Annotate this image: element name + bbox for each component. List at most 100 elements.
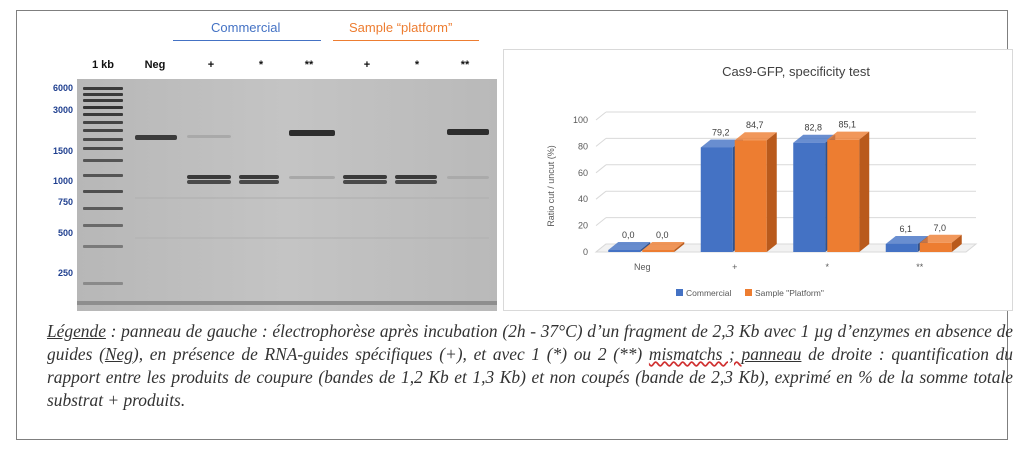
y-tick-label-2: 40 [578,194,588,204]
bar-top-1-2 [827,131,870,140]
bar-top-1-1 [734,132,777,141]
bar-0-1 [700,147,733,252]
gel-smear [135,197,489,199]
band-platform-star-1200 [395,180,437,184]
bar-side-1-0 [674,242,685,252]
gridline-depth-2 [595,190,607,200]
data-label-0-2: 82,8 [804,123,822,133]
figure-caption: Légende : panneau de gauche : électropho… [47,320,1013,412]
bar-top-0-0 [608,242,651,250]
caption-part1: : panneau de gauche : électrophorèse apr… [47,321,1013,364]
band-platform-star-1300 [395,175,437,179]
group-label-commercial: Commercial [211,20,281,35]
bar-top-1-0 [642,242,685,250]
bar-top-0-3 [885,235,928,244]
ladder-label-250: 250 [57,268,73,278]
band-commercial-dstar-faint [289,176,335,179]
bar-side-0-0 [640,242,651,252]
ladder-label-1000: 1000 [52,176,73,186]
lane-label-platform-plus: + [363,59,371,71]
ladder-lane [83,87,123,285]
gridline-depth-3 [595,164,607,174]
caption-panneau: panneau [741,344,802,364]
chart-panel: Cas9-GFP, specificity test 0 20 40 60 80 100 Ra… [503,49,1013,311]
band-commercial-dstar-uncut [289,130,335,136]
bar-0-2 [793,142,826,252]
bar-top-0-1 [700,139,743,148]
bar-side-1-2 [859,131,870,252]
bar-1-3 [919,242,952,252]
group-line-commercial [173,40,321,41]
band-commercial-plus-uncut [187,135,231,138]
x-tick-label-0: Neg [634,262,651,272]
caption-mismatch: mismatchs ; [648,344,742,364]
y-tick-label-3: 60 [578,168,588,178]
data-label-0-3: 6,1 [899,224,912,234]
band-commercial-plus-1200 [187,180,231,184]
group-line-platform [333,40,479,41]
y-tick-label-1: 20 [578,221,588,231]
x-tick-label-1: + [732,262,737,272]
lane-label-neg: Neg [144,59,166,71]
caption-part2: ), en présence de RNA-guides spécifiques… [132,344,649,364]
y-tick-label-0: 0 [583,247,588,257]
lane-label-platform-dstar: ** [460,59,470,71]
y-tick-label-5: 100 [573,115,588,125]
data-label-1-2: 85,1 [838,120,856,130]
bar-side-1-3 [951,234,962,252]
x-tick-label-3: ** [916,262,924,272]
band-commercial-star-1200 [239,180,279,184]
gel-headers: Commercial Sample “platform” 1 kb Neg + … [77,11,497,81]
bar-1-2 [827,139,860,252]
ladder-label-1500: 1500 [52,146,73,156]
ladder-label-3000: 3000 [52,105,73,115]
data-label-0-0: 0,0 [622,230,635,240]
legend-label-0: Commercial [686,288,731,298]
bar-0-0 [608,250,641,252]
gridline-depth-5 [595,111,607,121]
x-tick-label-2: * [825,262,829,272]
bar-chart: Cas9-GFP, specificity test 0 20 40 60 80 100 Ra… [546,64,978,298]
ladder-label-500: 500 [57,228,73,238]
bar-side-1-1 [766,132,777,252]
legend-swatch-0 [676,289,683,296]
lane-label-commercial-star: * [258,59,264,71]
ladder-label-750: 750 [57,197,73,207]
band-platform-dstar-faint [447,176,489,179]
bar-top-0-2 [793,134,836,143]
gridline-depth-1 [595,217,607,226]
bar-1-1 [734,140,767,252]
ladder-label-6000: 6000 [52,83,73,93]
data-label-1-3: 7,0 [933,223,946,233]
data-label-1-1: 84,7 [746,120,764,130]
lane-label-platform-star: * [414,59,420,71]
bar-1-0 [642,250,675,252]
gridline-depth-4 [595,138,607,147]
y-axis-label: Ratio cut / uncut (%) [546,145,556,227]
band-commercial-star-1300 [239,175,279,179]
caption-part4: de droite : quantification du rapport en… [47,344,1014,410]
lane-label-ladder: 1 kb [91,59,114,71]
caption-neg: Neg [104,344,133,364]
gel-image [77,79,497,311]
group-label-platform: Sample “platform” [349,20,453,35]
y-tick-label-4: 80 [578,141,588,151]
lane-label-commercial-plus: + [207,59,215,71]
band-platform-plus-1300 [343,175,387,179]
band-platform-plus-1200 [343,180,387,184]
bar-0-3 [885,243,918,252]
band-neg-uncut [135,135,177,140]
figure-frame: Commercial Sample “platform” 1 kb Neg + … [16,10,1013,440]
gel-background [77,79,497,311]
caption-legende: Légende [47,321,106,341]
data-label-1-0: 0,0 [656,230,669,240]
band-commercial-plus-1300 [187,175,231,179]
legend-swatch-1 [745,289,752,296]
gel-front [77,301,497,305]
data-label-0-1: 79,2 [712,127,730,137]
gel-smear-low [135,237,489,239]
legend-label-1: Sample "Platform" [755,288,824,298]
band-platform-dstar-uncut [447,129,489,135]
bar-top-1-3 [919,234,962,243]
lane-label-commercial-dstar: ** [304,59,314,71]
